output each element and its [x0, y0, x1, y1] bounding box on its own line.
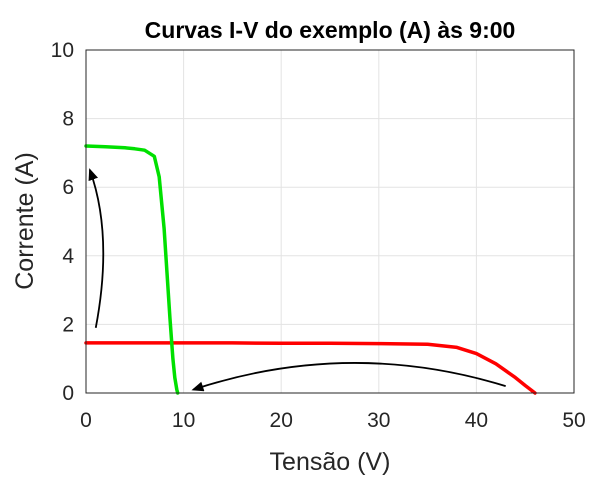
y-tick-label: 2 — [62, 313, 74, 336]
y-tick-labels: 0 2 4 6 8 10 — [51, 39, 75, 405]
x-tick-label: 50 — [562, 409, 585, 432]
y-tick-label: 6 — [62, 176, 74, 199]
y-tick-label: 0 — [62, 382, 74, 405]
annotations — [88, 168, 506, 392]
series-line-2 — [84, 144, 180, 395]
y-axis-label: Corrente (A) — [11, 152, 39, 290]
x-tick-label: 30 — [367, 409, 390, 432]
x-tick-label: 0 — [80, 409, 92, 432]
y-tick-label: 10 — [51, 39, 74, 62]
annotation-arrow-2 — [88, 168, 105, 328]
x-tick-label: 40 — [465, 409, 488, 432]
chart-title: Curvas I-V do exemplo (A) às 9:00 — [145, 17, 516, 43]
series-line-1 — [84, 341, 537, 395]
plot-series — [84, 144, 537, 395]
axes-frame — [85, 49, 575, 394]
x-tick-labels: 0 10 20 30 40 50 — [80, 409, 586, 432]
x-axis-label: Tensão (V) — [270, 448, 391, 476]
annotation-arrow-1 — [191, 362, 506, 392]
x-tick-label: 20 — [270, 409, 293, 432]
y-tick-label: 4 — [62, 245, 74, 268]
x-tick-label: 10 — [172, 409, 195, 432]
y-tick-label: 8 — [62, 108, 74, 131]
